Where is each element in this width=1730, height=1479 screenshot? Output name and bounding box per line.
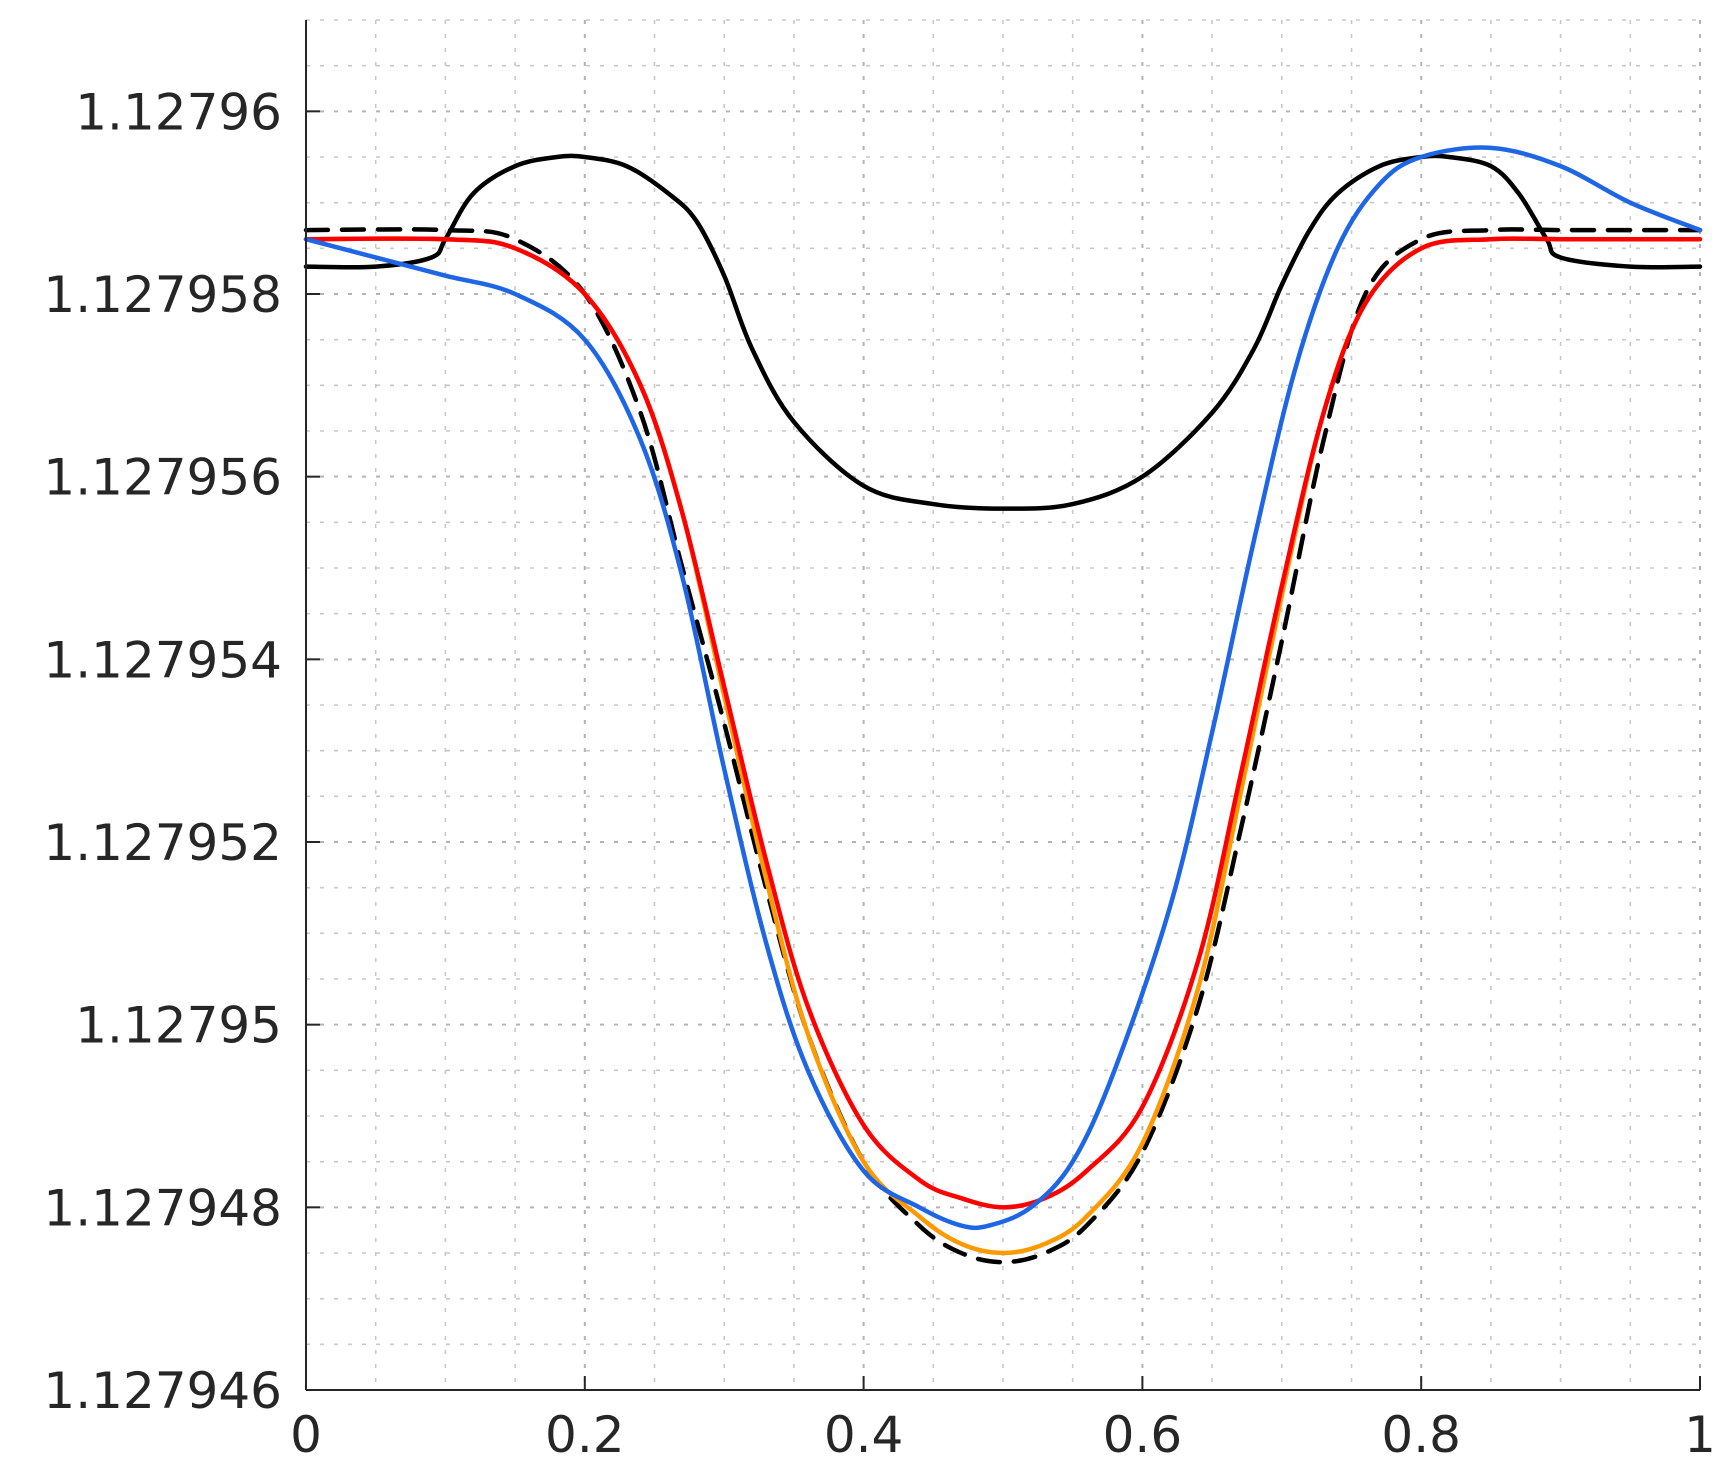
y-tick-labels: 1.127946 1.127948 1.12795 1.127952 1.127954 1… bbox=[43, 83, 282, 1420]
grid bbox=[305, 19, 1701, 1391]
x-tick-labels: 0 0.2 0.4 0.6 0.8 1 bbox=[290, 1406, 1716, 1464]
y-tick-label: 1.127958 bbox=[43, 266, 282, 324]
y-tick-label: 1.12796 bbox=[75, 83, 282, 141]
y-tick-label: 1.127946 bbox=[43, 1362, 282, 1420]
y-tick-label: 1.127952 bbox=[43, 814, 282, 872]
y-tick-label: 1.127948 bbox=[43, 1179, 282, 1237]
y-tick-label: 1.12795 bbox=[75, 997, 282, 1055]
x-tick-label: 0 bbox=[290, 1406, 322, 1464]
series-line-5 bbox=[303, 145, 1703, 1231]
x-tick-label: 0.6 bbox=[1103, 1406, 1183, 1464]
y-tick-label: 1.127954 bbox=[43, 631, 282, 689]
axes bbox=[305, 20, 1701, 1391]
x-tick-label: 0.4 bbox=[824, 1406, 904, 1464]
series-layer bbox=[303, 145, 1703, 1265]
y-tick-label: 1.127956 bbox=[43, 449, 282, 507]
x-tick-label: 0.2 bbox=[545, 1406, 625, 1464]
series-line-4 bbox=[303, 236, 1703, 1210]
x-tick-label: 0.8 bbox=[1381, 1406, 1461, 1464]
x-tick-label: 1 bbox=[1684, 1406, 1716, 1464]
series-line-1 bbox=[303, 153, 1703, 511]
